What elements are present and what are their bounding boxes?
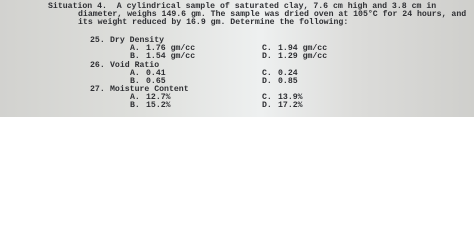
choice-text: 15.2% (146, 101, 171, 110)
question-number: 25. (90, 36, 105, 45)
choice-letter: B. (130, 101, 140, 110)
choice-letter: C. (262, 44, 272, 53)
choice-letter: D. (262, 76, 272, 86)
question-number: 27. (90, 85, 105, 94)
choice-letter: D. (262, 101, 272, 110)
choice-letter: C. (262, 93, 272, 102)
choice-text: 0.65 (146, 76, 166, 86)
choice-text: 1.94 gm/cc (278, 44, 328, 53)
choice-text: 1.29 gm/cc (278, 52, 328, 61)
choice-letter: B. (130, 76, 140, 86)
choice-text: 17.2% (278, 101, 303, 110)
choice-text: 1.54 gm/cc (146, 52, 196, 61)
situation-line: its weight reduced by 16.9 gm. Determine… (78, 18, 349, 27)
question-title: Moisture Content (110, 85, 189, 94)
choice-letter: D. (262, 52, 272, 61)
choice-text: 1.76 gm/cc (146, 44, 196, 53)
choice-letter: B. (130, 52, 140, 61)
situation-line: Situation 4. A cylindrical sample of sat… (48, 2, 437, 11)
choice-letter: A. (130, 93, 140, 102)
choice-letter: C. (262, 68, 272, 78)
choice-text: 12.7% (146, 93, 171, 102)
question-title: Dry Density (110, 36, 165, 45)
question-number: 26. (90, 60, 105, 70)
choice-text: 13.9% (278, 93, 303, 102)
situation-line: diameter, weighs 149.6 gm. The sample wa… (78, 10, 467, 19)
question-title: Void Ratio (110, 60, 160, 70)
choice-text: 0.41 (146, 68, 166, 78)
choice-text: 0.24 (278, 68, 298, 78)
page: Situation 4. A cylindrical sample of sat… (0, 0, 474, 117)
choice-letter: A. (130, 44, 140, 53)
choice-letter: A. (130, 68, 140, 78)
choice-text: 0.85 (278, 76, 298, 86)
